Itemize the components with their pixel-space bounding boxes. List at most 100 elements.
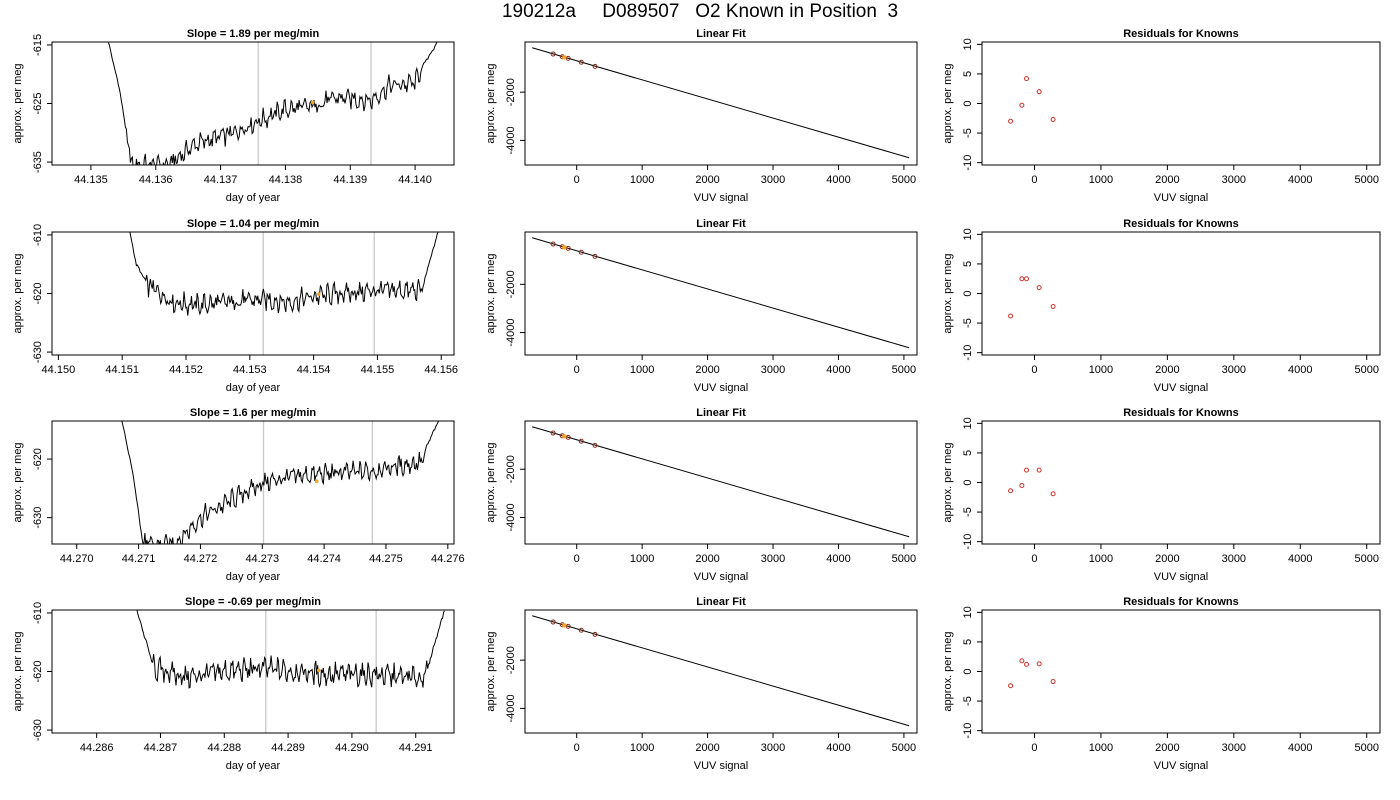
residual-point [1036, 285, 1042, 291]
x-tick-label: 2000 [695, 364, 719, 376]
subplot-title: Residuals for Knowns [1123, 218, 1239, 230]
x-tick-label: 0 [574, 742, 580, 754]
x-tick-label: 2000 [1155, 553, 1179, 565]
x-tick-label: 44.290 [335, 742, 369, 754]
fit-line [532, 237, 910, 349]
plot-frame [51, 41, 455, 166]
subplot-2-4: Linear Fit 0 1000 2000 3000 4000 5000 -2000 -400… [485, 596, 918, 772]
x-tick-label: 1000 [630, 174, 654, 186]
known-point [578, 438, 584, 444]
x-axis-label: VUV signal [1154, 571, 1208, 583]
x-tick-label: 2000 [1155, 364, 1179, 376]
x-tick-label: 44.271 [122, 553, 156, 565]
x-tick-label: 1000 [1089, 742, 1113, 754]
y-tick-label: 5 [962, 261, 974, 267]
x-tick-label: 44.272 [184, 553, 218, 565]
x-axis-label: VUV signal [1154, 192, 1208, 204]
y-axis-label: approx. per meg [485, 631, 497, 711]
plot-area [532, 426, 910, 538]
known-point [578, 249, 584, 255]
x-tick-label: 44.135 [74, 174, 108, 186]
known-point [592, 63, 598, 69]
x-tick-label: 0 [1031, 742, 1037, 754]
x-tick-label: 44.273 [245, 553, 279, 565]
known-point [550, 51, 556, 57]
subplot-title: Slope = -0.69 per meg/min [185, 596, 321, 608]
x-tick-label: 2000 [695, 742, 719, 754]
known-point [565, 55, 571, 61]
x-tick-label: 0 [574, 174, 580, 186]
x-tick-label: 44.136 [139, 174, 173, 186]
plot-area [121, 421, 439, 544]
subplot-2-3: Linear Fit 0 1000 2000 3000 4000 5000 -2000 -400… [485, 407, 918, 583]
highlight-point [314, 479, 319, 484]
x-tick-label: 4000 [1288, 174, 1312, 186]
x-axis-label: VUV signal [1154, 382, 1208, 394]
residual-point [1050, 491, 1056, 497]
highlight-point [562, 55, 567, 60]
y-tick-label: -635 [32, 151, 44, 173]
x-tick-label: 5000 [1354, 174, 1378, 186]
x-tick-label: 44.153 [233, 364, 267, 376]
residual-point [1050, 304, 1056, 310]
plot-area [1008, 467, 1056, 497]
highlight-point [316, 292, 321, 296]
known-point [592, 442, 598, 448]
residual-point [1019, 482, 1025, 488]
x-tick-label: 4000 [826, 742, 850, 754]
subplot-3-1: Residuals for Knowns 0 1000 2000 3000 4000 500… [942, 28, 1381, 204]
highlight-point [316, 668, 321, 673]
x-tick-label: 44.276 [431, 553, 465, 565]
x-tick-label: 0 [1031, 364, 1037, 376]
plot-area [129, 232, 439, 355]
y-tick-label: 10 [962, 38, 974, 50]
y-tick-label: -630 [32, 507, 44, 529]
highlight-point [562, 434, 567, 439]
plot-area [107, 42, 438, 165]
y-axis-label: approx. per meg [942, 253, 954, 333]
plot-frame [51, 420, 455, 545]
residual-point [1050, 679, 1056, 685]
plot-frame [524, 609, 918, 734]
x-tick-label: 0 [574, 364, 580, 376]
y-tick-label: -4000 [505, 126, 517, 154]
x-tick-label: 44.275 [369, 553, 403, 565]
plot-frame [981, 231, 1381, 356]
known-point [578, 627, 584, 633]
x-tick-label: 5000 [892, 553, 916, 565]
y-tick-label: -610 [32, 224, 44, 246]
y-tick-label: -620 [32, 660, 44, 682]
x-tick-label: 44.291 [399, 742, 433, 754]
figure-title: 190212a D089507 O2 Known in Position 3 [501, 1, 899, 22]
highlight-point [310, 100, 315, 105]
x-tick-label: 4000 [1288, 742, 1312, 754]
subplot-3-3: Residuals for Knowns 0 1000 2000 3000 4000 500… [942, 407, 1381, 583]
x-tick-label: 3000 [761, 364, 785, 376]
y-axis-label: approx. per meg [485, 442, 497, 522]
plot-frame [524, 41, 918, 166]
x-tick-label: 44.154 [297, 364, 331, 376]
y-tick-label: -2000 [505, 78, 517, 106]
y-tick-label: -5 [962, 696, 974, 706]
subplot-2-2: Linear Fit 0 1000 2000 3000 4000 5000 -2000 -400… [485, 218, 918, 394]
x-tick-label: 5000 [892, 364, 916, 376]
y-axis-label: approx. per meg [942, 631, 954, 711]
x-tick-label: 4000 [826, 553, 850, 565]
x-axis-label: VUV signal [694, 760, 748, 772]
x-axis-label: VUV signal [694, 571, 748, 583]
x-tick-label: 44.140 [398, 174, 432, 186]
y-tick-label: -630 [32, 719, 44, 741]
known-point [565, 434, 571, 440]
x-tick-label: 2000 [695, 553, 719, 565]
x-tick-label: 3000 [1222, 553, 1246, 565]
y-tick-label: -10 [962, 723, 974, 739]
y-axis-label: approx. per meg [942, 442, 954, 522]
x-tick-label: 44.139 [333, 174, 367, 186]
residual-point [1024, 467, 1030, 473]
residual-point [1019, 102, 1025, 108]
y-axis-label: approx. per meg [12, 631, 24, 711]
subplot-title: Slope = 1.89 per meg/min [187, 28, 320, 40]
data-line [107, 42, 438, 165]
